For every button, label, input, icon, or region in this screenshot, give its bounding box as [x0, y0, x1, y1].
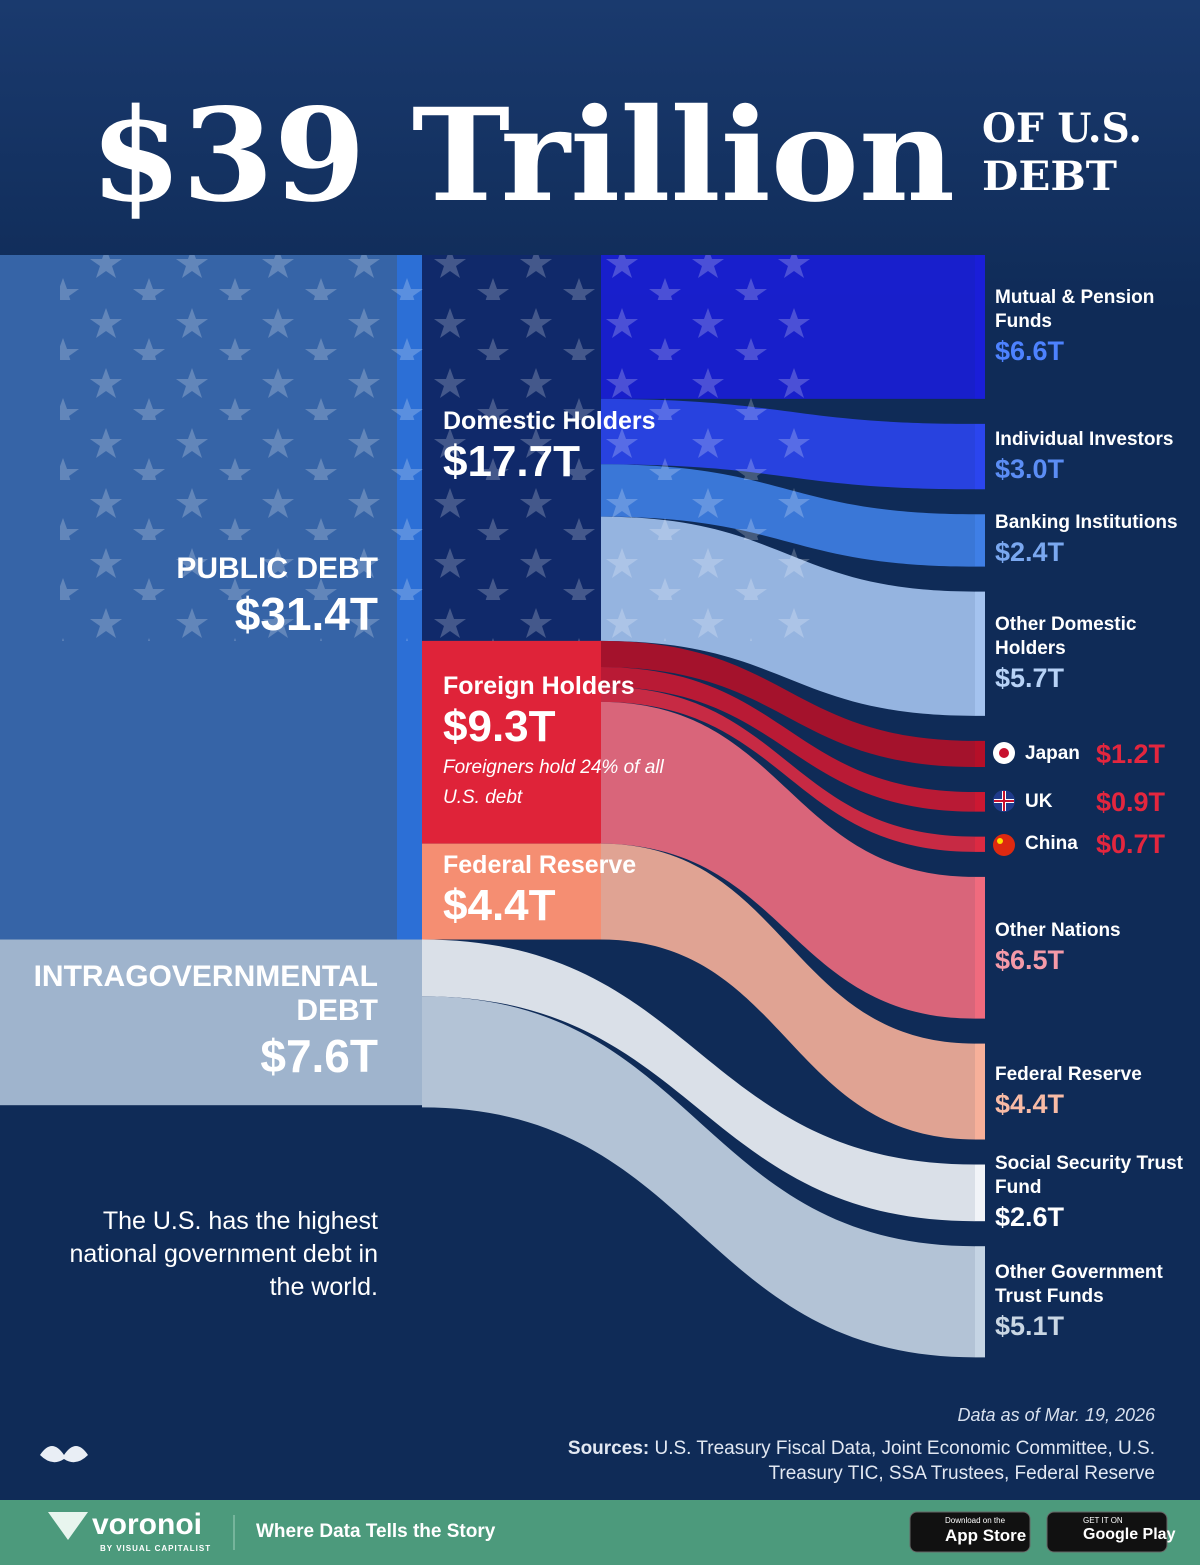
leaf-bar	[975, 423, 985, 490]
mid-label: Domestic Holders $17.7T	[443, 255, 673, 641]
stars	[60, 255, 820, 641]
leaf-value: $3.0T	[995, 453, 1065, 484]
leaf-bar	[975, 591, 985, 716]
brand-sub: BY VISUAL CAPITALIST	[100, 1544, 212, 1553]
title-suffix: DEBT	[982, 153, 1117, 200]
leaf-value: $2.4T	[995, 537, 1065, 568]
flow	[600, 843, 975, 1140]
leaf-label: Individual Investors $3.0T	[995, 424, 1185, 489]
leaf-name: Mutual & Pension Funds	[995, 286, 1155, 332]
leaf-label: Other Nations $6.5T	[995, 877, 1185, 1019]
app-store-badge[interactable]	[909, 1511, 1031, 1553]
leaf-name: Individual Investors	[995, 428, 1174, 450]
flow	[600, 667, 975, 812]
leaf-name: Other Government Trust Funds	[995, 1261, 1163, 1307]
title-suffix: OF U.S.	[982, 105, 1142, 152]
leaf-bar	[975, 1164, 985, 1222]
leaf-value: $2.6T	[995, 1201, 1065, 1232]
root-node	[0, 939, 422, 1106]
google-play-badge[interactable]	[1046, 1511, 1168, 1553]
date-note: Data as of Mar. 19, 2026	[957, 1405, 1155, 1425]
logo	[48, 1512, 88, 1540]
leaf-bar	[975, 1246, 985, 1358]
flow	[422, 996, 975, 1358]
leaf-bar	[975, 792, 985, 812]
mid-node	[422, 843, 601, 940]
leaf-value: $0.9T	[1095, 786, 1165, 817]
leaf-label: Japan $1.2T	[995, 739, 1165, 769]
root-label: INTRAGOVERNMENTAL DEBT $7.6T	[18, 940, 378, 1106]
mid-value: $4.4T	[443, 881, 556, 931]
root-name: PUBLIC DEBT	[176, 552, 378, 586]
leaf-label: Other Government Trust Funds $5.1T	[995, 1246, 1185, 1357]
leaf-name: Federal Reserve	[995, 1063, 1142, 1085]
leaf-label: Social Security Trust Fund $2.6T	[995, 1153, 1185, 1232]
flow	[600, 701, 975, 1019]
flow	[600, 640, 975, 768]
leaf-value: $1.2T	[1095, 738, 1165, 769]
root-value: $31.4T	[234, 588, 378, 641]
leaf-bar	[975, 876, 985, 1019]
leaf-value: $0.7T	[1095, 829, 1165, 860]
mid-name: Federal Reserve	[443, 851, 637, 880]
root-name: INTRAGOVERNMENTAL DEBT	[33, 960, 378, 1028]
leaf-label: UK $0.9T	[995, 787, 1165, 817]
leaf-value: $4.4T	[995, 1088, 1065, 1119]
brand: voronoi	[92, 1508, 202, 1541]
leaf-value: $5.1T	[995, 1310, 1065, 1341]
leaf-value: $6.5T	[995, 944, 1065, 975]
leaf-name: Japan	[1025, 742, 1080, 764]
flow	[600, 686, 975, 852]
badge-small: Download on the	[945, 1516, 1006, 1525]
leaf-bar	[975, 514, 985, 567]
leaf-value: $6.6T	[995, 335, 1065, 366]
leaf-label: China $0.7T	[995, 829, 1165, 859]
leaf-bar	[975, 255, 985, 399]
leaf-label: Other Domestic Holders $5.7T	[995, 592, 1185, 716]
mid-note: Foreigners hold 24% of all U.S. debt	[443, 756, 664, 808]
leaf-name: Other Nations	[995, 919, 1121, 941]
mid-label: Federal Reserve $4.4T	[443, 844, 673, 940]
leaf-name: Social Security Trust Fund	[995, 1152, 1183, 1198]
badge-text[interactable]: App Store	[945, 1526, 1027, 1545]
leaf-label: Banking Institutions $2.4T	[995, 512, 1185, 568]
mid-name: Foreign Holders	[443, 671, 635, 700]
mid-value: $17.7T	[443, 437, 580, 487]
badge-small: GET IT ON	[1083, 1516, 1123, 1525]
root-value: $7.6T	[260, 1030, 378, 1083]
badge-text[interactable]: Google Play	[1083, 1526, 1176, 1543]
sources: Sources: U.S. Treasury Fiscal Data, Join…	[560, 1436, 1155, 1486]
leaf-name: China	[1025, 833, 1078, 855]
leaf-label: Mutual & Pension Funds $6.6T	[995, 255, 1185, 399]
mascot	[40, 1446, 88, 1463]
leaf-name: UK	[1025, 790, 1053, 812]
leaf-bar	[975, 1043, 985, 1140]
sources-label: Sources:	[567, 1438, 650, 1459]
mid-node	[422, 640, 601, 844]
note: The U.S. has the highest national govern…	[69, 1207, 378, 1301]
tagline: Where Data Tells the Story	[256, 1521, 496, 1542]
root-label: PUBLIC DEBT $31.4T	[18, 255, 378, 940]
leaf-value: $5.7T	[995, 662, 1065, 693]
mid-value: $9.3T	[443, 701, 556, 751]
leaf-bar	[975, 740, 985, 768]
mid-name: Domestic Holders	[443, 407, 656, 436]
leaf-name: Other Domestic Holders	[995, 613, 1137, 659]
leaf-name: Banking Institutions	[995, 512, 1178, 534]
sources-text: U.S. Treasury Fiscal Data, Joint Economi…	[654, 1438, 1156, 1484]
leaf-label: Federal Reserve $4.4T	[995, 1044, 1185, 1140]
chart-title: $39 Trillion	[90, 81, 955, 231]
flow	[422, 939, 975, 1222]
mid-label: Foreign Holders $9.3T Foreigners hold 24% …	[443, 641, 673, 844]
flags	[993, 742, 1015, 856]
leaf-bar	[975, 836, 985, 852]
